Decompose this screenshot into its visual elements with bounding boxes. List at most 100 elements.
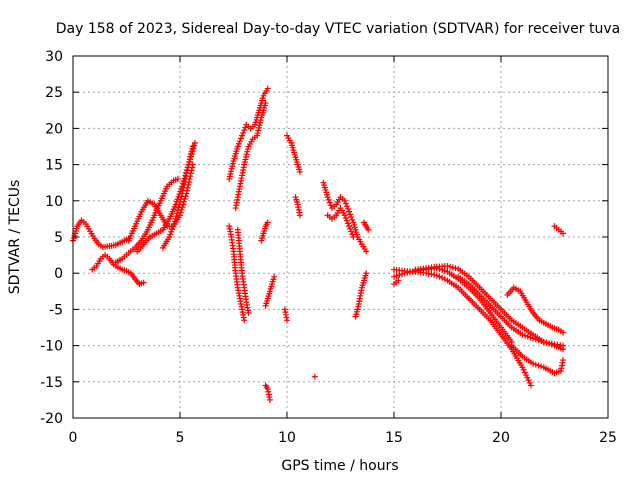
series-arc-6 — [159, 139, 198, 251]
series-arc-9 — [226, 85, 271, 183]
data-point — [347, 225, 354, 232]
data-point — [344, 205, 351, 212]
data-point — [344, 220, 351, 227]
data-point — [348, 228, 355, 235]
data-point — [532, 336, 539, 343]
data-point — [325, 196, 332, 203]
data-point — [441, 276, 448, 283]
series-arc-19 — [324, 205, 357, 240]
data-point — [519, 331, 526, 338]
series-arc-26 — [504, 284, 567, 336]
data-point — [522, 332, 529, 339]
x-tick-label: 15 — [385, 430, 403, 446]
series-arc-2 — [89, 252, 147, 288]
data-point — [324, 194, 331, 201]
series-arc-23 — [391, 265, 515, 345]
data-point — [326, 199, 333, 206]
data-point — [433, 272, 440, 279]
y-tick-label: -10 — [40, 339, 63, 355]
data-point — [311, 373, 318, 380]
data-point — [242, 124, 249, 131]
y-tick-label: 0 — [54, 266, 63, 282]
series-arc-5 — [134, 143, 196, 255]
y-tick-label: -15 — [40, 375, 63, 391]
data-point — [240, 129, 247, 136]
data-point — [264, 85, 271, 92]
data-point — [180, 184, 187, 191]
series-arc-27 — [508, 342, 567, 377]
data-point — [548, 341, 555, 348]
data-point — [187, 156, 194, 163]
series-arc-28 — [551, 223, 567, 237]
data-point — [346, 208, 353, 215]
data-point — [348, 214, 355, 221]
data-point — [296, 168, 303, 175]
data-point — [391, 273, 397, 280]
data-point — [342, 214, 349, 221]
series-arc-3 — [112, 176, 181, 266]
data-point — [296, 212, 303, 219]
data-point — [181, 178, 188, 185]
series-arc-1 — [70, 217, 132, 251]
data-point — [185, 161, 192, 168]
series-arc-29 — [391, 277, 402, 288]
grid — [73, 56, 608, 418]
y-tick-label: 20 — [45, 121, 63, 137]
data-point — [179, 187, 186, 194]
series-arc-8 — [234, 226, 252, 317]
data-point — [538, 338, 545, 345]
data-point — [172, 215, 179, 222]
y-tick-label: 5 — [54, 230, 63, 246]
data-point — [342, 200, 349, 207]
data-point — [363, 248, 370, 255]
data-point — [350, 234, 357, 240]
y-tick-label: 25 — [45, 85, 63, 101]
data-point — [239, 132, 246, 139]
x-tick-label: 10 — [278, 430, 296, 446]
data-point — [241, 317, 248, 324]
series-arc-18 — [320, 179, 370, 255]
data-point — [245, 310, 252, 317]
data-point — [262, 100, 269, 107]
data-point — [184, 167, 191, 174]
data-point — [538, 363, 545, 370]
data-point — [444, 262, 451, 269]
data-point — [174, 176, 181, 183]
y-tick-label: 30 — [45, 49, 63, 65]
data-point — [327, 202, 334, 209]
data-point — [343, 203, 350, 210]
data-point — [174, 210, 181, 217]
x-tick-label: 20 — [492, 430, 510, 446]
data-point — [540, 338, 547, 345]
data-point — [241, 127, 248, 134]
data-point — [399, 271, 406, 278]
data-point — [535, 362, 542, 369]
plot-frame — [72, 55, 609, 419]
data-point — [439, 274, 446, 281]
x-tick-label: 5 — [176, 430, 185, 446]
series-arc-16 — [292, 194, 303, 219]
data-point — [560, 346, 567, 353]
data-point — [178, 206, 185, 213]
x-tick-label: 0 — [69, 430, 78, 446]
series-arc-14 — [281, 306, 290, 324]
series-arc-15 — [284, 132, 303, 175]
data-point — [236, 138, 243, 145]
data-point — [543, 339, 550, 346]
data-point — [341, 212, 348, 219]
data-point — [535, 337, 542, 344]
data-point — [341, 197, 348, 204]
y-axis-label: SDTVAR / TECUs — [7, 180, 23, 295]
data-point — [395, 277, 402, 284]
data-point — [530, 360, 537, 367]
data-point — [343, 217, 350, 224]
data-point — [546, 340, 553, 347]
data-point — [191, 142, 198, 149]
data-point — [182, 176, 189, 183]
y-tick-label: 10 — [45, 194, 63, 210]
data-point — [532, 361, 539, 368]
data-point — [178, 193, 185, 200]
data-points — [70, 85, 567, 403]
data-point — [235, 140, 242, 147]
series-arc-12 — [262, 273, 278, 309]
